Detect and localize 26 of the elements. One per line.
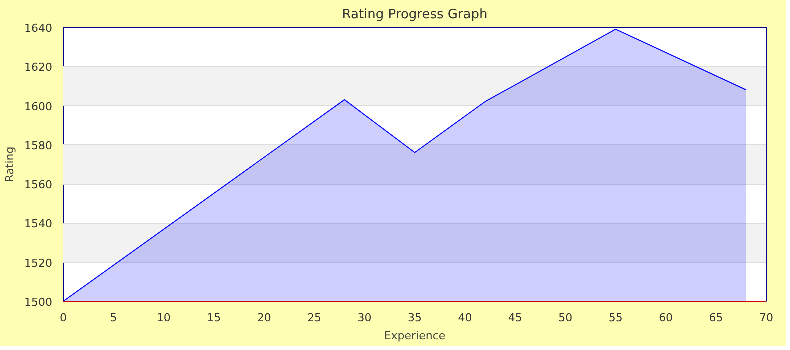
y-tick-label: 1580: [24, 139, 53, 152]
y-tick-label: 1560: [24, 178, 53, 192]
y-axis-title: Rating: [4, 146, 17, 182]
x-tick-label: 10: [156, 312, 171, 324]
y-tick-label: 1640: [24, 22, 53, 35]
y-tick-label: 1620: [24, 61, 53, 74]
x-tick-label: 65: [709, 312, 724, 324]
x-tick-label: 45: [508, 312, 522, 324]
x-tick-label: 70: [760, 312, 774, 324]
y-tick-label: 1600: [24, 100, 53, 114]
y-tick-label: 1520: [24, 256, 53, 270]
x-tick-label: 50: [558, 312, 573, 324]
x-tick-label: 25: [308, 312, 322, 324]
y-tick-label: 1540: [24, 218, 53, 231]
x-tick-label: 20: [257, 312, 272, 324]
y-tick-label: 1500: [24, 296, 53, 309]
x-tick-label: 15: [207, 312, 222, 324]
x-tick-label: 35: [408, 312, 422, 324]
x-tick-label: 60: [659, 312, 674, 324]
x-tick-label: 5: [110, 312, 118, 324]
x-tick-label: 30: [358, 312, 372, 324]
x-tick-label: 55: [608, 312, 623, 324]
x-axis-title: Experience: [384, 330, 446, 342]
x-tick-label: 40: [458, 312, 472, 324]
x-tick-label: 0: [60, 312, 67, 324]
chart-title: Rating Progress Graph: [342, 8, 488, 22]
